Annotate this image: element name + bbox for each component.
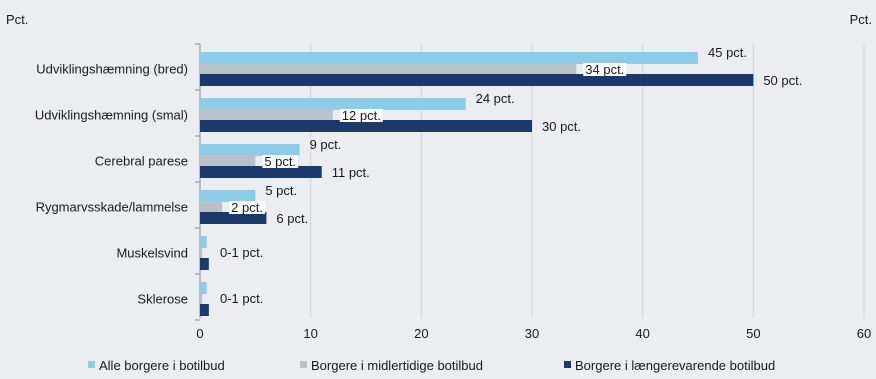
bar bbox=[200, 282, 207, 294]
bar bbox=[200, 63, 577, 75]
bar bbox=[200, 201, 223, 213]
data-label: 6 pct. bbox=[276, 211, 308, 226]
x-tick-label: 50 bbox=[746, 326, 760, 341]
data-label: 5 pct. bbox=[265, 183, 297, 198]
bar bbox=[200, 247, 203, 259]
data-label: 0-1 pct. bbox=[220, 245, 263, 260]
data-label: 45 pct. bbox=[708, 45, 747, 60]
y-axis-unit-right: Pct. bbox=[850, 12, 872, 27]
data-label: 50 pct. bbox=[763, 73, 802, 88]
legend-label: Borgere i midlertidige botilbud bbox=[311, 358, 483, 373]
category-label: Cerebral parese bbox=[95, 154, 188, 169]
data-label: 11 pct. bbox=[332, 165, 370, 180]
bar bbox=[200, 120, 532, 132]
bar bbox=[200, 304, 209, 316]
bar bbox=[200, 166, 322, 178]
x-tick-label: 10 bbox=[303, 326, 317, 341]
x-tick-label: 40 bbox=[635, 326, 649, 341]
x-tick-label: 30 bbox=[525, 326, 539, 341]
x-tick-label: 60 bbox=[857, 326, 871, 341]
data-label-background bbox=[229, 201, 265, 214]
bar bbox=[200, 258, 209, 270]
x-tick-label: 0 bbox=[196, 326, 203, 341]
bar bbox=[200, 52, 698, 64]
legend-swatch bbox=[564, 361, 571, 368]
bar bbox=[200, 98, 466, 110]
bar bbox=[200, 212, 267, 224]
bar bbox=[200, 293, 203, 305]
data-label: 2 pct. bbox=[231, 200, 263, 215]
legend-swatch bbox=[300, 361, 307, 368]
bar bbox=[200, 109, 333, 121]
y-axis-unit-left: Pct. bbox=[6, 12, 28, 27]
bar bbox=[200, 155, 256, 167]
data-label: 5 pct. bbox=[264, 154, 296, 169]
data-label: 30 pct. bbox=[542, 119, 581, 134]
category-label: Sklerose bbox=[137, 292, 188, 307]
bar bbox=[200, 190, 256, 202]
legend-label: Alle borgere i botilbud bbox=[99, 358, 225, 373]
data-label: 0-1 pct. bbox=[220, 291, 263, 306]
bar bbox=[200, 236, 207, 248]
x-tick-label: 20 bbox=[414, 326, 428, 341]
data-label: 34 pct. bbox=[585, 62, 624, 77]
bar bbox=[200, 74, 754, 86]
data-label: 24 pct. bbox=[476, 91, 515, 106]
category-label: Muskelsvind bbox=[116, 246, 188, 261]
data-label-background bbox=[339, 109, 383, 122]
data-label-background bbox=[583, 63, 627, 76]
data-label: 12 pct. bbox=[342, 108, 381, 123]
legend-swatch bbox=[88, 361, 95, 368]
category-label: Rygmarvsskade/lammelse bbox=[36, 200, 188, 215]
category-label: Udviklingshæmning (smal) bbox=[35, 108, 188, 123]
data-label-background bbox=[262, 155, 299, 168]
category-label: Udviklingshæmning (bred) bbox=[36, 62, 188, 77]
legend-label: Borgere i længerevarende botilbud bbox=[575, 358, 775, 373]
data-label: 9 pct. bbox=[310, 137, 342, 152]
bar bbox=[200, 144, 300, 156]
